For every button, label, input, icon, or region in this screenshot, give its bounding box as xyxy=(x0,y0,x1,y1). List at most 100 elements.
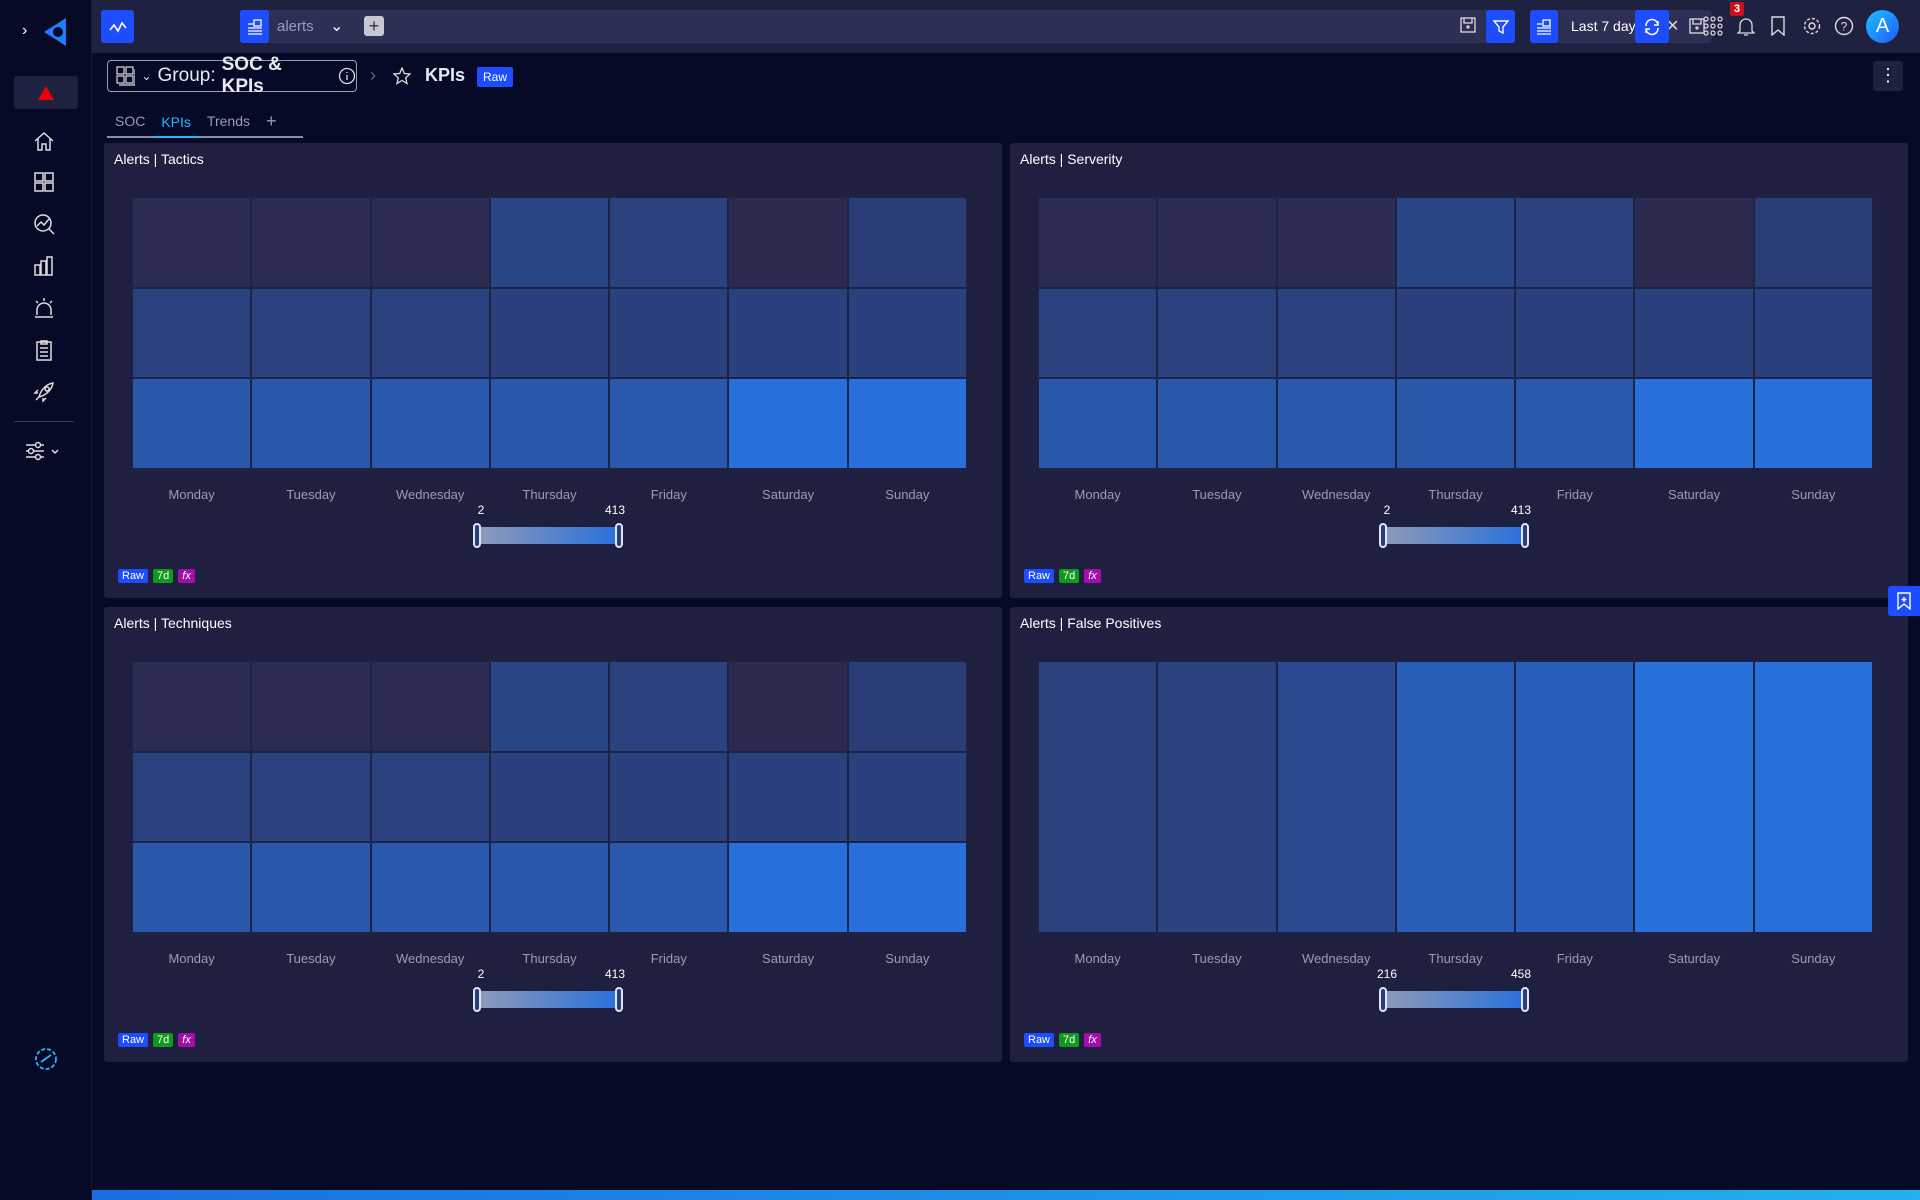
heatmap-cell[interactable] xyxy=(1276,661,1396,933)
investigate-icon[interactable] xyxy=(28,208,60,240)
slider-min-handle[interactable] xyxy=(1379,987,1387,1012)
heatmap-cell[interactable] xyxy=(1276,197,1396,288)
heatmap-cell[interactable] xyxy=(489,197,610,288)
heatmap-cell[interactable] xyxy=(1157,378,1277,469)
group-selector[interactable]: ⌄ Group: SOC & KPIs xyxy=(107,54,357,97)
heatmap-cell[interactable] xyxy=(847,751,967,843)
heatmap-cell[interactable] xyxy=(489,378,610,469)
heatmap-cell[interactable] xyxy=(1038,287,1158,379)
heatmap-cell[interactable] xyxy=(728,197,848,288)
heatmap-cell[interactable] xyxy=(370,751,490,843)
heatmap-cell[interactable] xyxy=(609,197,729,288)
refresh-button[interactable] xyxy=(1635,10,1669,43)
heatmap-cell[interactable] xyxy=(609,287,729,379)
heatmap-cell[interactable] xyxy=(489,751,610,843)
heatmap-cell[interactable] xyxy=(1038,197,1158,288)
dashboards-icon[interactable] xyxy=(28,166,60,198)
visual-map-range-slider[interactable] xyxy=(473,523,623,548)
reports-chart-icon[interactable] xyxy=(28,250,60,282)
heatmap-cell[interactable] xyxy=(251,287,371,379)
heatmap-cell[interactable] xyxy=(728,751,848,843)
save-query-icon[interactable] xyxy=(1459,16,1477,39)
alert-status-button[interactable] xyxy=(14,76,78,109)
heatmap-cell[interactable] xyxy=(609,842,729,933)
heatmap-cell[interactable] xyxy=(1157,197,1277,288)
heatmap-cell[interactable] xyxy=(728,661,848,752)
heatmap-cell[interactable] xyxy=(847,197,967,288)
add-bookmark-side-button[interactable] xyxy=(1888,586,1920,616)
slider-max-handle[interactable] xyxy=(1521,987,1529,1012)
heatmap-cell[interactable] xyxy=(1395,287,1516,379)
heatmap-cell[interactable] xyxy=(847,661,967,752)
heatmap-cell[interactable] xyxy=(1515,661,1635,933)
home-icon[interactable] xyxy=(28,125,60,157)
heatmap-cell[interactable] xyxy=(370,661,490,752)
heatmap-cell[interactable] xyxy=(370,287,490,379)
heatmap-cell[interactable] xyxy=(1515,197,1635,288)
heatmap-cell[interactable] xyxy=(609,378,729,469)
heatmap-cell[interactable] xyxy=(1038,661,1158,933)
heatmap-cell[interactable] xyxy=(1395,661,1516,933)
bookmark-icon[interactable] xyxy=(1765,13,1791,39)
heatmap-cell[interactable] xyxy=(132,378,252,469)
heatmap-cell[interactable] xyxy=(1753,661,1873,933)
heatmap-cell[interactable] xyxy=(489,842,610,933)
heatmap-cell[interactable] xyxy=(1634,287,1754,379)
heatmap-cell[interactable] xyxy=(132,661,252,752)
help-icon[interactable]: ? xyxy=(1831,13,1857,39)
heatmap-cell[interactable] xyxy=(847,287,967,379)
tab-kpis[interactable]: KPIs xyxy=(153,110,199,138)
heatmap-cell[interactable] xyxy=(251,751,371,843)
activity-button[interactable] xyxy=(101,10,134,43)
heatmap-cell[interactable] xyxy=(1634,197,1754,288)
search-bar[interactable]: alerts ⌄ + xyxy=(240,10,1515,43)
tab-soc[interactable]: SOC xyxy=(115,113,146,129)
data-source-icon[interactable] xyxy=(240,10,269,43)
heatmap-cell[interactable] xyxy=(1157,287,1277,379)
heatmap-cell[interactable] xyxy=(1515,378,1635,469)
filter-button[interactable] xyxy=(1486,10,1515,43)
heatmap-cell[interactable] xyxy=(728,842,848,933)
add-source-button[interactable]: + xyxy=(364,16,384,36)
heatmap-cell[interactable] xyxy=(370,842,490,933)
more-options-button[interactable]: ⋮ xyxy=(1873,61,1903,91)
heatmap-cell[interactable] xyxy=(1753,287,1873,379)
star-icon[interactable] xyxy=(393,67,411,85)
expand-sidebar-icon[interactable]: › xyxy=(22,22,28,39)
clipboard-icon[interactable] xyxy=(28,334,60,366)
slider-max-handle[interactable] xyxy=(615,987,623,1012)
date-range-label[interactable]: Last 7 days xyxy=(1571,18,1643,34)
slider-min-handle[interactable] xyxy=(473,987,481,1012)
slider-max-handle[interactable] xyxy=(1521,523,1529,548)
heatmap-cell[interactable] xyxy=(1157,661,1277,933)
clear-date-icon[interactable]: ✕ xyxy=(1666,18,1680,35)
apps-grid-icon[interactable] xyxy=(1700,13,1726,39)
heatmap-cell[interactable] xyxy=(132,287,252,379)
heatmap-cell[interactable] xyxy=(370,378,490,469)
slider-max-handle[interactable] xyxy=(615,523,623,548)
heatmap-cell[interactable] xyxy=(1395,378,1516,469)
news-badge-icon[interactable] xyxy=(30,1043,62,1075)
heatmap-cell[interactable] xyxy=(251,661,371,752)
slider-min-handle[interactable] xyxy=(473,523,481,548)
heatmap-cell[interactable] xyxy=(728,378,848,469)
logo-icon[interactable] xyxy=(40,16,72,48)
add-tab-button[interactable]: + xyxy=(265,111,277,131)
heatmap-cell[interactable] xyxy=(1753,197,1873,288)
alarm-siren-icon[interactable] xyxy=(28,292,60,324)
date-range-picker[interactable]: Last 7 days ✕ xyxy=(1530,10,1712,43)
heatmap-cell[interactable] xyxy=(489,287,610,379)
tab-trends[interactable]: Trends xyxy=(206,113,250,129)
settings-sliders-icon[interactable] xyxy=(22,435,66,467)
info-icon[interactable] xyxy=(338,67,356,85)
search-input[interactable]: alerts xyxy=(277,18,314,35)
gear-icon[interactable] xyxy=(1799,13,1825,39)
heatmap-cell[interactable] xyxy=(1634,378,1754,469)
heatmap-cell[interactable] xyxy=(132,751,252,843)
heatmap-cell[interactable] xyxy=(1395,197,1516,288)
rocket-icon[interactable] xyxy=(28,376,60,408)
heatmap-cell[interactable] xyxy=(370,197,490,288)
heatmap-cell[interactable] xyxy=(251,842,371,933)
heatmap-cell[interactable] xyxy=(728,287,848,379)
heatmap-cell[interactable] xyxy=(1038,378,1158,469)
